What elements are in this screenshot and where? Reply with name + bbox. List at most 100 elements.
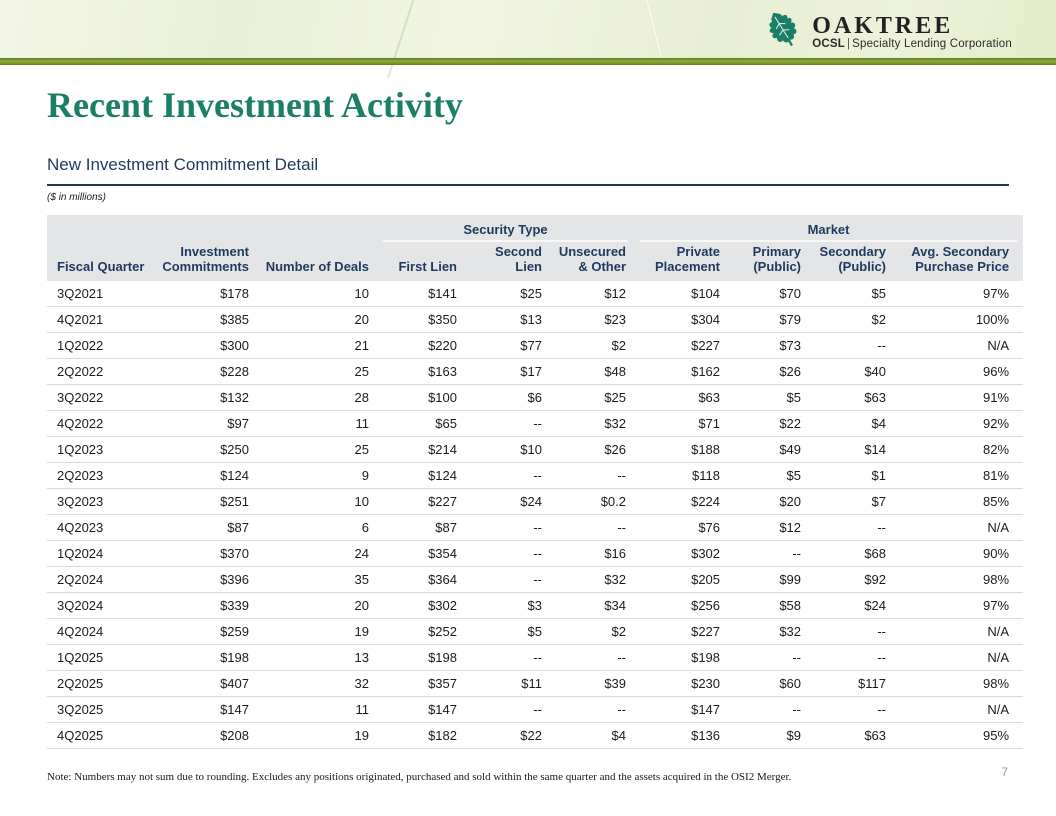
value-cell: $357: [377, 670, 465, 697]
table-row: 4Q2021 $385 20 $350 $13 $23 $304 $79 $2 100%: [47, 306, 1024, 333]
value-cell: $34: [550, 592, 635, 619]
value-cell: $1: [809, 462, 895, 489]
value-cell: $104: [634, 281, 729, 307]
value-cell: N/A: [894, 696, 1024, 723]
value-cell: --: [550, 462, 635, 489]
fiscal-quarter-cell: 1Q2022: [47, 332, 159, 359]
value-cell: --: [465, 696, 550, 723]
fiscal-quarter-cell: 3Q2023: [47, 488, 159, 515]
fiscal-quarter-cell: 4Q2022: [47, 410, 159, 437]
value-cell: $23: [550, 306, 635, 333]
value-cell: 28: [257, 384, 377, 411]
value-cell: $58: [728, 592, 810, 619]
value-cell: $256: [634, 592, 729, 619]
value-cell: $32: [550, 566, 635, 593]
fiscal-quarter-cell: 1Q2023: [47, 436, 159, 463]
table-row: 2Q2022 $228 25 $163 $17 $48 $162 $26 $40 96%: [47, 358, 1024, 385]
value-cell: $385: [159, 306, 257, 333]
value-cell: 25: [257, 436, 377, 463]
fiscal-quarter-cell: 3Q2022: [47, 384, 159, 411]
fiscal-quarter-cell: 1Q2024: [47, 540, 159, 567]
value-cell: $178: [159, 281, 257, 307]
value-cell: $5: [728, 384, 810, 411]
fiscal-quarter-cell: 2Q2023: [47, 462, 159, 489]
value-cell: 82%: [894, 436, 1024, 463]
value-cell: --: [728, 540, 810, 567]
column-header-8: Primary (Public): [728, 242, 810, 281]
value-cell: $5: [809, 281, 895, 307]
table-row: 4Q2025 $208 19 $182 $22 $4 $136 $9 $63 95%: [47, 722, 1024, 749]
table-row: 1Q2025 $198 13 $198 -- -- $198 -- -- N/A: [47, 644, 1024, 671]
value-cell: $71: [634, 410, 729, 437]
value-cell: $188: [634, 436, 729, 463]
value-cell: $227: [634, 332, 729, 359]
value-cell: 97%: [894, 592, 1024, 619]
table-row: 3Q2023 $251 10 $227 $24 $0.2 $224 $20 $7 85%: [47, 488, 1024, 515]
value-cell: $132: [159, 384, 257, 411]
fiscal-quarter-cell: 2Q2025: [47, 670, 159, 697]
column-header-2: Investment Commitments: [159, 242, 257, 281]
group-header-spacer: [47, 215, 377, 242]
value-cell: $26: [728, 358, 810, 385]
value-cell: $11: [465, 670, 550, 697]
value-cell: --: [728, 644, 810, 671]
value-cell: $0.2: [550, 488, 635, 515]
value-cell: $354: [377, 540, 465, 567]
fiscal-quarter-cell: 3Q2025: [47, 696, 159, 723]
value-cell: $16: [550, 540, 635, 567]
value-cell: $250: [159, 436, 257, 463]
value-cell: N/A: [894, 618, 1024, 645]
value-cell: 35: [257, 566, 377, 593]
column-header-7: Private Placement: [634, 242, 729, 281]
table-row: 2Q2024 $396 35 $364 -- $32 $205 $99 $92 98%: [47, 566, 1024, 593]
page-number: 7: [1001, 765, 1008, 779]
fiscal-quarter-cell: 4Q2021: [47, 306, 159, 333]
table-row: 1Q2023 $250 25 $214 $10 $26 $188 $49 $14 82%: [47, 436, 1024, 463]
value-cell: $136: [634, 722, 729, 749]
value-cell: $65: [377, 410, 465, 437]
value-cell: --: [465, 410, 550, 437]
value-cell: $162: [634, 358, 729, 385]
value-cell: --: [809, 618, 895, 645]
value-cell: $77: [465, 332, 550, 359]
value-cell: $24: [465, 488, 550, 515]
brand-name: OAKTREE: [812, 12, 954, 39]
header-accent-stripe: [0, 58, 1056, 65]
value-cell: --: [809, 514, 895, 541]
value-cell: 20: [257, 592, 377, 619]
units-note: ($ in millions): [47, 192, 106, 203]
value-cell: $25: [465, 281, 550, 307]
value-cell: $163: [377, 358, 465, 385]
value-cell: $97: [159, 410, 257, 437]
value-cell: $396: [159, 566, 257, 593]
value-cell: 32: [257, 670, 377, 697]
value-cell: $5: [465, 618, 550, 645]
value-cell: $70: [728, 281, 810, 307]
brand-text: OAKTREE OCSL | Specialty Lending Corporati…: [812, 12, 1012, 51]
value-cell: $370: [159, 540, 257, 567]
value-cell: 10: [257, 488, 377, 515]
value-cell: $22: [728, 410, 810, 437]
group-header-security-type: Security Type: [377, 215, 635, 242]
fiscal-quarter-cell: 2Q2024: [47, 566, 159, 593]
value-cell: 96%: [894, 358, 1024, 385]
value-cell: N/A: [894, 644, 1024, 671]
value-cell: N/A: [894, 514, 1024, 541]
table-row: 1Q2022 $300 21 $220 $77 $2 $227 $73 -- N/A: [47, 332, 1024, 359]
brand-ocsl: OCSL: [812, 37, 845, 50]
value-cell: $2: [809, 306, 895, 333]
section-title: New Investment Commitment Detail: [47, 155, 319, 174]
value-cell: $2: [550, 332, 635, 359]
value-cell: 11: [257, 410, 377, 437]
value-cell: 19: [257, 618, 377, 645]
value-cell: $92: [809, 566, 895, 593]
value-cell: $22: [465, 722, 550, 749]
value-cell: $79: [728, 306, 810, 333]
column-header-1: Fiscal Quarter: [47, 242, 159, 281]
value-cell: $147: [159, 696, 257, 723]
fiscal-quarter-cell: 2Q2022: [47, 358, 159, 385]
value-cell: --: [809, 696, 895, 723]
value-cell: $304: [634, 306, 729, 333]
brand-pipe: |: [846, 37, 851, 50]
value-cell: $228: [159, 358, 257, 385]
